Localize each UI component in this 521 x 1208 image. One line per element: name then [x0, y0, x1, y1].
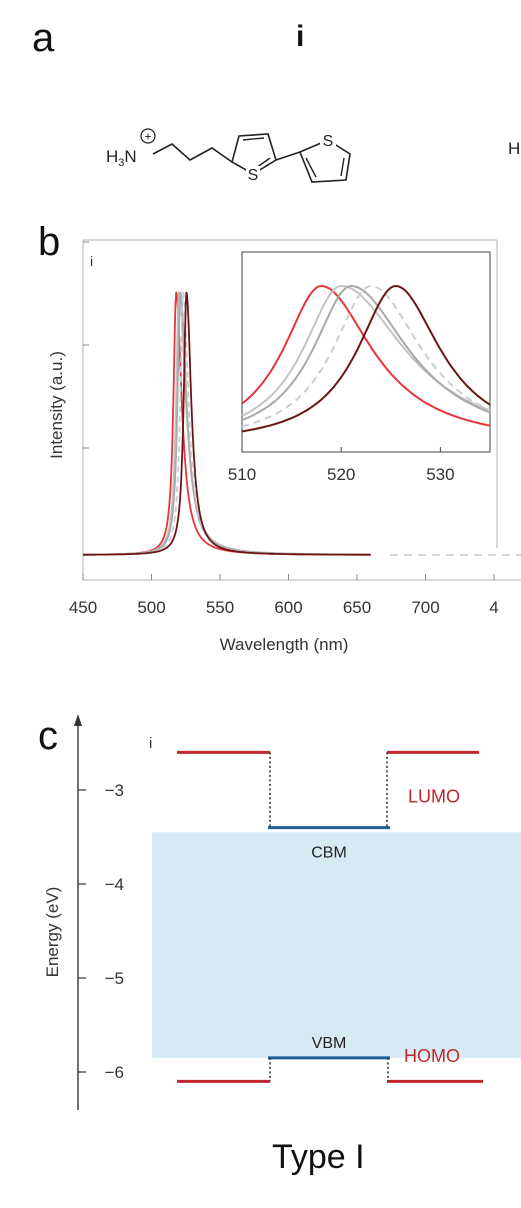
x-tick-label: 550 [206, 598, 234, 617]
inset-x-tick-label: 530 [426, 465, 454, 484]
spectrum-line-5 [83, 291, 371, 556]
energy-axis-arrow [74, 714, 82, 726]
x-tick-label: 450 [69, 598, 97, 617]
amine-group: H3N [106, 147, 137, 169]
truncated-text: H [508, 139, 520, 158]
energy-tick-label: −4 [105, 875, 124, 894]
cbm-label: CBM [311, 845, 347, 862]
panel-b-label: b [38, 220, 61, 264]
panel-a-subpanel-label: i [296, 20, 305, 53]
inset-spectrum-line-1 [241, 284, 491, 427]
inset-spectrum-line-3 [241, 284, 491, 422]
inset-spectrum-line-5 [241, 284, 491, 433]
x-tick-label: 4 [489, 598, 498, 617]
energy-axis-label: Energy (eV) [43, 887, 62, 978]
energy-level-diagram: −3 −4 −5 −6 Energy (eV) i LUMO HOMO CBM VBM [43, 714, 521, 1110]
x-axis-label: Wavelength (nm) [220, 635, 349, 654]
x-tick-label: 700 [411, 598, 439, 617]
x-tick-label: 600 [274, 598, 302, 617]
x-tick-label: 650 [343, 598, 371, 617]
perovskite-bandgap-region [152, 832, 521, 1058]
y-axis-label: Intensity (a.u.) [47, 351, 66, 459]
vbm-label: VBM [312, 1035, 347, 1052]
panel-a-label: a [32, 16, 55, 60]
inset-x-tick-label: 520 [327, 465, 355, 484]
sulfur-atom-1: S [248, 167, 259, 184]
x-tick-label: 500 [137, 598, 165, 617]
panel-b-subpanel-label: i [90, 253, 93, 269]
panel-c-subpanel-label: i [149, 735, 152, 752]
inset-frame [241, 251, 491, 453]
lumo-label: LUMO [408, 786, 460, 806]
energy-tick-label: −3 [105, 781, 124, 800]
emission-spectra-chart: 450 500 550 600 650 700 4 Wavelength (nm) Intens… [47, 239, 521, 654]
panel-c-label: c [38, 714, 58, 758]
energy-tick-label: −6 [105, 1063, 124, 1082]
energy-tick-label: −5 [105, 969, 124, 988]
charge-circle [140, 128, 156, 144]
molecule-structure: + H3N S S H [106, 128, 520, 184]
ethyl-chain [152, 143, 233, 163]
inset-x-tick-label: 510 [228, 465, 256, 484]
inset-spectrum-line-4 [241, 284, 491, 428]
homo-label: HOMO [404, 1046, 460, 1066]
sulfur-atom-2: S [323, 133, 334, 150]
charge-sign: + [144, 130, 151, 144]
alignment-type-label: Type I [272, 1138, 365, 1176]
